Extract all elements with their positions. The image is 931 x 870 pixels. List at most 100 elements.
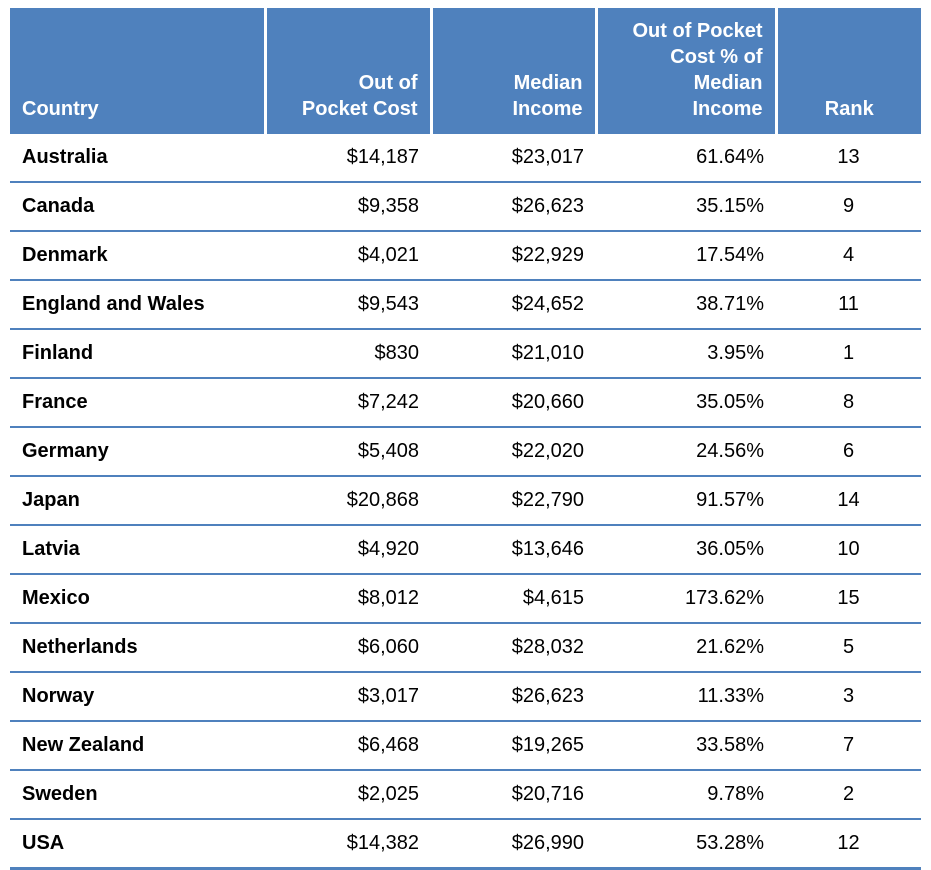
country-cell: USA <box>10 819 265 870</box>
rank-cell: 14 <box>776 476 921 526</box>
pct-cell: 17.54% <box>596 231 776 281</box>
header-row: Country Out of Pocket Cost Median Income… <box>10 8 921 134</box>
pct-cell: 9.78% <box>596 770 776 820</box>
pct-cell: 24.56% <box>596 427 776 477</box>
out-of-pocket-cell: $830 <box>265 329 431 379</box>
out-of-pocket-cell: $20,868 <box>265 476 431 526</box>
table-row: Finland $830 $21,010 3.95% 1 <box>10 329 921 379</box>
country-cell: France <box>10 378 265 428</box>
pct-cell: 38.71% <box>596 280 776 330</box>
pct-cell: 53.28% <box>596 819 776 870</box>
out-of-pocket-cell: $9,358 <box>265 182 431 232</box>
out-of-pocket-cell: $4,920 <box>265 525 431 575</box>
median-income-cell: $23,017 <box>431 134 596 183</box>
table-row: Australia $14,187 $23,017 61.64% 13 <box>10 134 921 183</box>
country-cell: Mexico <box>10 574 265 624</box>
out-of-pocket-cell: $5,408 <box>265 427 431 477</box>
country-cell: New Zealand <box>10 721 265 771</box>
country-cell: Japan <box>10 476 265 526</box>
table-row: Denmark $4,021 $22,929 17.54% 4 <box>10 231 921 281</box>
table-row: Latvia $4,920 $13,646 36.05% 10 <box>10 525 921 575</box>
pct-cell: 91.57% <box>596 476 776 526</box>
median-income-cell: $13,646 <box>431 525 596 575</box>
country-cell: England and Wales <box>10 280 265 330</box>
country-cell: Finland <box>10 329 265 379</box>
pct-cell: 173.62% <box>596 574 776 624</box>
country-cell: Germany <box>10 427 265 477</box>
rank-cell: 15 <box>776 574 921 624</box>
header-country: Country <box>10 8 265 134</box>
header-pct-of-median-income: Out of Pocket Cost % of Median Income <box>594 8 776 134</box>
out-of-pocket-cell: $8,012 <box>265 574 431 624</box>
pct-cell: 21.62% <box>596 623 776 673</box>
table-row: Canada $9,358 $26,623 35.15% 9 <box>10 182 921 232</box>
pct-cell: 36.05% <box>596 525 776 575</box>
pct-cell: 61.64% <box>596 134 776 183</box>
rank-cell: 3 <box>776 672 921 722</box>
rank-cell: 4 <box>776 231 921 281</box>
rank-cell: 9 <box>776 182 921 232</box>
table-row: Germany $5,408 $22,020 24.56% 6 <box>10 427 921 477</box>
table-row: Japan $20,868 $22,790 91.57% 14 <box>10 476 921 526</box>
median-income-cell: $26,623 <box>431 182 596 232</box>
table-row: Sweden $2,025 $20,716 9.78% 2 <box>10 770 921 820</box>
out-of-pocket-cell: $14,382 <box>265 819 431 870</box>
rank-cell: 13 <box>776 134 921 183</box>
rank-cell: 7 <box>776 721 921 771</box>
out-of-pocket-cell: $2,025 <box>265 770 431 820</box>
country-cell: Netherlands <box>10 623 265 673</box>
median-income-cell: $26,990 <box>431 819 596 870</box>
header-rank: Rank <box>774 8 921 134</box>
header-out-of-pocket-cost: Out of Pocket Cost <box>263 8 431 134</box>
out-of-pocket-cell: $6,060 <box>265 623 431 673</box>
median-income-cell: $22,020 <box>431 427 596 477</box>
median-income-cell: $22,929 <box>431 231 596 281</box>
table-body: Australia $14,187 $23,017 61.64% 13 Cana… <box>10 134 921 870</box>
table-row: Mexico $8,012 $4,615 173.62% 15 <box>10 574 921 624</box>
header-median-income: Median Income <box>429 8 596 134</box>
rank-cell: 5 <box>776 623 921 673</box>
country-cell: Australia <box>10 134 265 183</box>
median-income-cell: $19,265 <box>431 721 596 771</box>
country-cell: Latvia <box>10 525 265 575</box>
rank-cell: 8 <box>776 378 921 428</box>
out-of-pocket-cell: $14,187 <box>265 134 431 183</box>
pct-cell: 35.15% <box>596 182 776 232</box>
pct-cell: 35.05% <box>596 378 776 428</box>
country-cell: Sweden <box>10 770 265 820</box>
table-row: New Zealand $6,468 $19,265 33.58% 7 <box>10 721 921 771</box>
country-cell: Denmark <box>10 231 265 281</box>
out-of-pocket-cell: $4,021 <box>265 231 431 281</box>
median-income-cell: $4,615 <box>431 574 596 624</box>
pct-cell: 33.58% <box>596 721 776 771</box>
median-income-cell: $28,032 <box>431 623 596 673</box>
median-income-cell: $20,660 <box>431 378 596 428</box>
table-row: France $7,242 $20,660 35.05% 8 <box>10 378 921 428</box>
table-header: Country Out of Pocket Cost Median Income… <box>10 8 921 134</box>
pct-cell: 3.95% <box>596 329 776 379</box>
country-cell: Norway <box>10 672 265 722</box>
rank-cell: 10 <box>776 525 921 575</box>
out-of-pocket-cell: $3,017 <box>265 672 431 722</box>
table-row: USA $14,382 $26,990 53.28% 12 <box>10 819 921 870</box>
rank-cell: 6 <box>776 427 921 477</box>
median-income-cell: $22,790 <box>431 476 596 526</box>
table-row: England and Wales $9,543 $24,652 38.71% … <box>10 280 921 330</box>
out-of-pocket-cost-table: Country Out of Pocket Cost Median Income… <box>10 8 921 870</box>
rank-cell: 1 <box>776 329 921 379</box>
median-income-cell: $21,010 <box>431 329 596 379</box>
rank-cell: 11 <box>776 280 921 330</box>
out-of-pocket-cell: $7,242 <box>265 378 431 428</box>
rank-cell: 2 <box>776 770 921 820</box>
country-cell: Canada <box>10 182 265 232</box>
out-of-pocket-cell: $6,468 <box>265 721 431 771</box>
rank-cell: 12 <box>776 819 921 870</box>
median-income-cell: $24,652 <box>431 280 596 330</box>
out-of-pocket-cell: $9,543 <box>265 280 431 330</box>
median-income-cell: $26,623 <box>431 672 596 722</box>
pct-cell: 11.33% <box>596 672 776 722</box>
median-income-cell: $20,716 <box>431 770 596 820</box>
table-row: Netherlands $6,060 $28,032 21.62% 5 <box>10 623 921 673</box>
table-row: Norway $3,017 $26,623 11.33% 3 <box>10 672 921 722</box>
